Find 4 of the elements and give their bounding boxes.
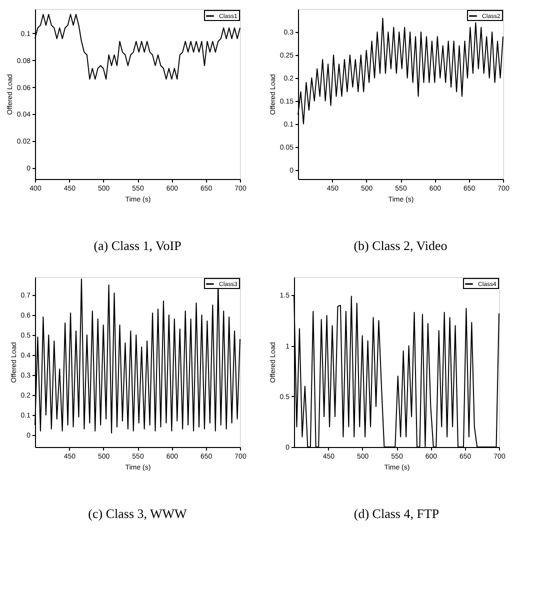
text: (d) Class 4, FTP	[354, 506, 440, 521]
text: (a) Class 1, VoIP	[94, 238, 182, 253]
text: (c) Class 3, WWW	[88, 506, 188, 521]
text: (b) Class 2, Video	[354, 238, 448, 253]
